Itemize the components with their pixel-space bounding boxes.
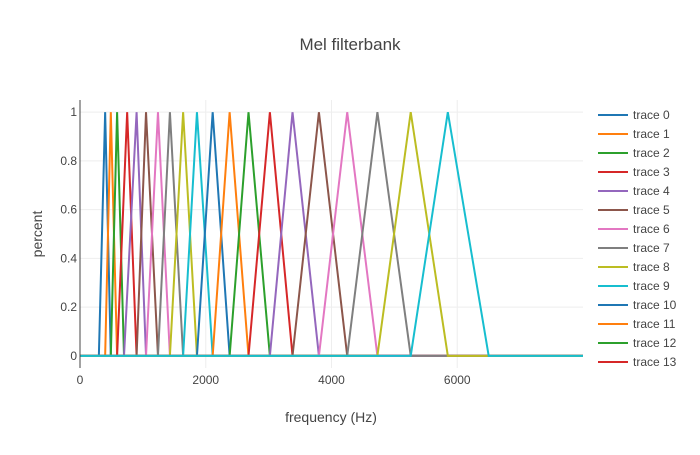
legend-label: trace 8 [633, 260, 670, 274]
legend-item-3[interactable]: trace 3 [598, 165, 670, 179]
legend-label: trace 7 [633, 241, 670, 255]
legend-item-0[interactable]: trace 0 [598, 108, 670, 122]
legend-item-1[interactable]: trace 1 [598, 127, 670, 141]
legend-label: trace 6 [633, 222, 670, 236]
series-layer [80, 112, 583, 357]
x-axis-title: frequency (Hz) [285, 409, 377, 425]
legend-label: trace 3 [633, 165, 670, 179]
legend-item-13[interactable]: trace 13 [598, 355, 677, 369]
legend-label: trace 9 [633, 279, 670, 293]
axes-layer: 0 0.2 0.4 0.6 0.8 1 0 2000 4000 6000 [60, 100, 471, 387]
legend-label: trace 12 [633, 336, 677, 350]
legend-item-2[interactable]: trace 2 [598, 146, 670, 160]
y-tick-label: 1 [70, 105, 77, 119]
legend-label: trace 5 [633, 203, 670, 217]
grid-layer [80, 100, 583, 368]
y-tick-label: 0 [70, 349, 77, 363]
y-axis-title: percent [29, 211, 45, 258]
x-tick-label: 2000 [192, 373, 219, 387]
x-tick-label: 0 [77, 373, 84, 387]
y-tick-label: 0.4 [60, 251, 77, 265]
legend: trace 0 trace 1 trace 2 trace 3 trace 4 trace… [598, 108, 677, 369]
x-tick-label: 4000 [318, 373, 345, 387]
legend-label: trace 1 [633, 127, 670, 141]
legend-item-8[interactable]: trace 8 [598, 260, 670, 274]
legend-label: trace 10 [633, 298, 677, 312]
legend-item-12[interactable]: trace 12 [598, 336, 677, 350]
legend-item-7[interactable]: trace 7 [598, 241, 670, 255]
chart-title: Mel filterbank [299, 35, 401, 54]
y-tick-label: 0.2 [60, 300, 77, 314]
legend-item-6[interactable]: trace 6 [598, 222, 670, 236]
legend-label: trace 4 [633, 184, 670, 198]
legend-item-11[interactable]: trace 11 [598, 317, 676, 331]
legend-item-10[interactable]: trace 10 [598, 298, 677, 312]
y-tick-label: 0.6 [60, 203, 77, 217]
legend-label: trace 11 [633, 317, 676, 331]
series-line-19 [80, 112, 583, 357]
x-tick-label: 6000 [444, 373, 471, 387]
legend-item-9[interactable]: trace 9 [598, 279, 670, 293]
legend-label: trace 0 [633, 108, 670, 122]
y-tick-label: 0.8 [60, 154, 77, 168]
legend-label: trace 2 [633, 146, 670, 160]
legend-label: trace 13 [633, 355, 677, 369]
legend-item-5[interactable]: trace 5 [598, 203, 670, 217]
legend-item-4[interactable]: trace 4 [598, 184, 670, 198]
